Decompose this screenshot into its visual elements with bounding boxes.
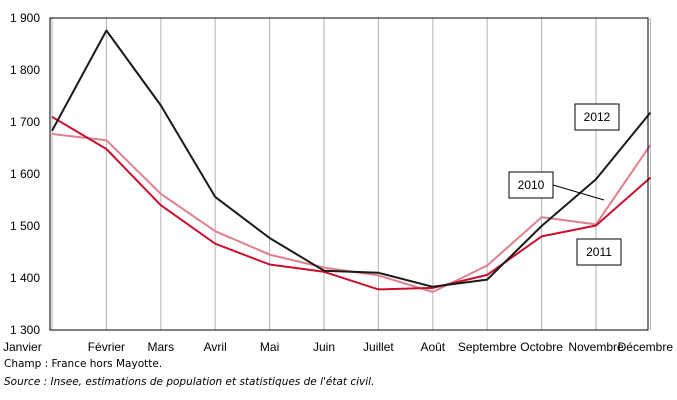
source-label: Source — [4, 376, 41, 388]
x-tick-label: Août — [420, 340, 445, 354]
scope-note: Champ : France hors Mayotte. — [4, 358, 163, 370]
series-line-2011 — [51, 115, 652, 291]
y-tick-label: 1 300 — [10, 323, 40, 337]
y-tick-label: 1 700 — [10, 115, 40, 129]
series-line-2012 — [51, 29, 652, 288]
source-text: : Insee, estimations de population et st… — [40, 376, 375, 388]
y-tick-label: 1 400 — [10, 271, 40, 285]
x-tick-label: Octobre — [520, 340, 563, 354]
x-tick-label: Décembre — [618, 340, 674, 354]
series-label-2011: 2011 — [586, 245, 612, 259]
x-tick-label: Janvier — [3, 340, 42, 354]
series-label-2010: 2010 — [518, 178, 545, 192]
series-labels: 2012 2010 2011 — [508, 103, 622, 266]
series-label-2012: 2012 — [584, 110, 611, 124]
leader-line-2010 — [552, 184, 605, 201]
series-lines — [51, 29, 652, 293]
x-tick-label: Avril — [204, 340, 227, 354]
series-line-2010 — [51, 133, 652, 293]
x-axis-tick-labels: Janvier Février Mars Avril Mai Juin Juillet Aoû… — [3, 340, 673, 354]
y-tick-label: 1 800 — [10, 63, 40, 77]
y-axis-tick-labels: 1 300 1 400 1 500 1 600 1 700 1 800 1 900 — [10, 11, 40, 337]
source-note: Source : Insee, estimations de populatio… — [4, 376, 374, 388]
x-tick-label: Février — [88, 340, 125, 354]
y-tick-label: 1 500 — [10, 219, 40, 233]
y-tick-label: 1 900 — [10, 11, 40, 25]
line-chart: 1 300 1 400 1 500 1 600 1 700 1 800 1 900 Janv… — [3, 11, 673, 354]
series-label-box-2010 — [508, 171, 554, 199]
series-label-box-2012 — [574, 103, 620, 131]
series-label-box-2011 — [576, 238, 622, 266]
x-tick-label: Septembre — [458, 340, 517, 354]
plot-frame — [49, 17, 649, 331]
x-tick-label: Juillet — [363, 340, 394, 354]
x-tick-label: Mars — [147, 340, 174, 354]
x-tick-label: Juin — [313, 340, 335, 354]
x-tick-label: Mai — [260, 340, 279, 354]
y-tick-label: 1 600 — [10, 167, 40, 181]
vertical-gridlines — [51, 18, 651, 330]
x-tick-label: Novembre — [568, 340, 624, 354]
